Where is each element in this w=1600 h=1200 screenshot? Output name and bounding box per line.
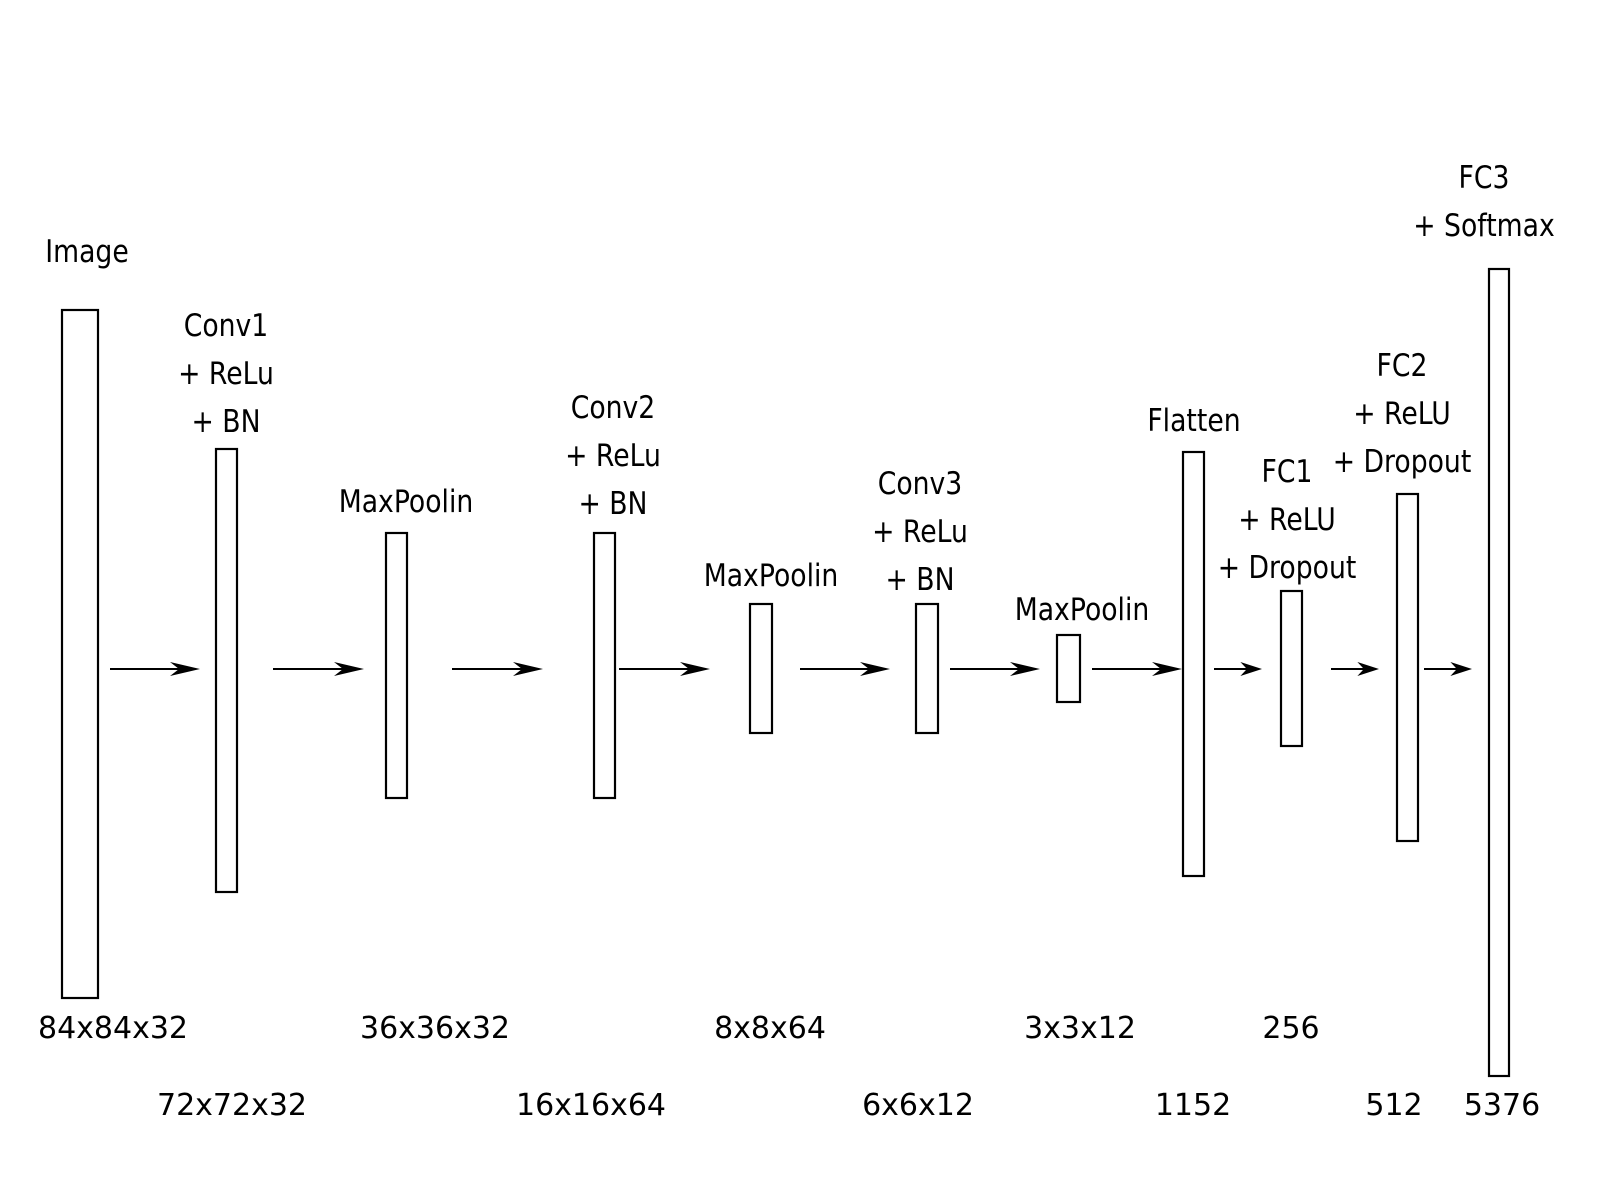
dimension-label-conv2: 16x16x64 <box>516 1088 666 1123</box>
arrow-head <box>680 662 710 676</box>
layer-label-maxpool2-line-1: MaxPoolin <box>704 557 839 593</box>
dimension-label-maxpool2: 8x8x64 <box>714 1011 826 1046</box>
dimension-label-maxpool1: 36x36x32 <box>360 1011 510 1046</box>
layer-label-fc1-line-3: + Dropout <box>1218 549 1357 585</box>
layer-conv1: Conv1 + ReLu + BN 72x72x32 <box>157 307 307 1123</box>
arrow-head <box>1152 662 1182 676</box>
arrow-1 <box>110 662 200 676</box>
layer-label-conv3-line-2: + ReLu <box>872 513 968 549</box>
layer-label-fc3-line-1: FC3 <box>1459 159 1510 195</box>
arrow-head <box>170 662 200 676</box>
layer-label-conv2-line-2: + ReLu <box>565 437 661 473</box>
arrow-head <box>1240 662 1262 676</box>
layer-label-fc1-line-1: FC1 <box>1262 453 1313 489</box>
arrow-head <box>1450 662 1472 676</box>
layer-label-maxpool3-line-1: MaxPoolin <box>1015 591 1150 627</box>
arrow-head <box>513 662 543 676</box>
layers-group: Image 84x84x32 Conv1 + ReLu + BN 72x72x32 MaxP… <box>38 159 1555 1123</box>
dimension-label-conv3: 6x6x12 <box>862 1088 974 1123</box>
layer-fc1: FC1 + ReLU + Dropout 256 <box>1218 453 1357 1046</box>
layer-box-maxpool3 <box>1055 633 1082 704</box>
arrow-2 <box>273 662 364 676</box>
dimension-label-fc3: 5376 <box>1464 1088 1540 1123</box>
arrow-5 <box>800 662 890 676</box>
layer-flatten: Flatten 1152 <box>1147 402 1240 1123</box>
layer-image: Image 84x84x32 <box>38 233 188 1046</box>
layer-label-image-line-1: Image <box>45 233 128 269</box>
dimension-label-fc1: 256 <box>1262 1011 1319 1046</box>
layer-conv3: Conv3 + ReLu + BN 6x6x12 <box>862 465 974 1123</box>
arrow-6 <box>950 662 1040 676</box>
layer-label-conv3-line-1: Conv3 <box>878 465 963 501</box>
layer-box-conv2 <box>592 531 617 800</box>
layer-box-flatten <box>1181 450 1206 878</box>
layer-maxpool3: MaxPoolin 3x3x12 <box>1015 591 1150 1046</box>
layer-label-conv1-line-1: Conv1 <box>184 307 269 343</box>
arrow-head <box>334 662 364 676</box>
layer-box-conv3 <box>914 602 940 735</box>
layer-label-fc2-line-1: FC2 <box>1377 347 1428 383</box>
layer-box-fc1 <box>1279 589 1304 748</box>
layer-label-conv1-line-2: + ReLu <box>178 355 274 391</box>
dimension-label-image: 84x84x32 <box>38 1011 188 1046</box>
arrow-8 <box>1214 662 1262 676</box>
layer-maxpool2: MaxPoolin 8x8x64 <box>704 557 839 1046</box>
layer-box-fc3 <box>1487 267 1511 1078</box>
layer-fc2: FC2 + ReLU + Dropout 512 <box>1333 347 1472 1123</box>
layer-label-fc3-line-2: + Softmax <box>1413 207 1554 243</box>
dimension-label-fc2: 512 <box>1365 1088 1422 1123</box>
dimension-label-conv1: 72x72x32 <box>157 1088 307 1123</box>
dimension-label-flatten: 1152 <box>1155 1088 1231 1123</box>
layer-box-maxpool2 <box>748 602 774 735</box>
layer-box-fc2 <box>1395 492 1420 843</box>
layer-label-fc2-line-2: + ReLU <box>1353 395 1451 431</box>
arrow-10 <box>1424 662 1472 676</box>
layer-maxpool1: MaxPoolin 36x36x32 <box>339 483 510 1046</box>
layer-label-conv1-line-3: + BN <box>191 403 260 439</box>
arrow-head <box>860 662 890 676</box>
arrow-3 <box>452 662 543 676</box>
layer-label-conv2-line-3: + BN <box>578 485 647 521</box>
layer-fc3: FC3 + Softmax 5376 <box>1413 159 1554 1123</box>
dimension-label-maxpool3: 3x3x12 <box>1024 1011 1136 1046</box>
layer-box-maxpool1 <box>384 531 409 800</box>
layer-conv2: Conv2 + ReLu + BN 16x16x64 <box>516 389 666 1123</box>
layer-box-conv1 <box>214 447 239 894</box>
layer-box-image <box>60 308 100 1000</box>
layer-label-conv2-line-1: Conv2 <box>571 389 656 425</box>
arrow-4 <box>619 662 710 676</box>
arrow-7 <box>1092 662 1182 676</box>
layer-label-fc2-line-3: + Dropout <box>1333 443 1472 479</box>
layer-label-conv3-line-3: + BN <box>885 561 954 597</box>
layer-label-maxpool1-line-1: MaxPoolin <box>339 483 474 519</box>
layer-label-flatten-line-1: Flatten <box>1147 402 1240 438</box>
layer-label-fc1-line-2: + ReLU <box>1238 501 1336 537</box>
arrows-group <box>110 662 1472 676</box>
arrow-head <box>1010 662 1040 676</box>
arrow-9 <box>1331 662 1379 676</box>
arrow-head <box>1357 662 1379 676</box>
